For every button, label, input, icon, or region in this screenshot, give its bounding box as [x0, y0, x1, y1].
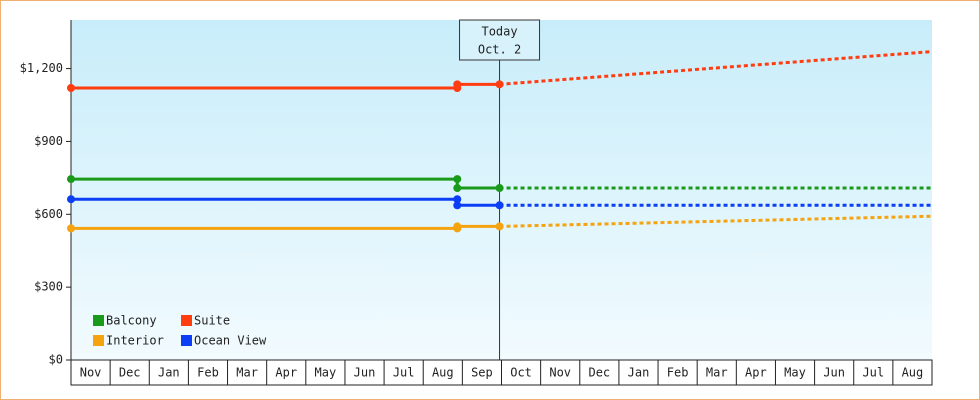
x-tick-label: May	[784, 366, 806, 380]
legend-label: Balcony	[106, 314, 157, 328]
x-tick-label: Jul	[862, 366, 884, 380]
price-point	[453, 175, 462, 184]
y-tick-label: $300	[34, 280, 63, 294]
x-tick-label: Jul	[393, 366, 415, 380]
x-tick-label: Feb	[667, 366, 689, 380]
today-box	[459, 19, 541, 61]
price-point	[453, 184, 462, 193]
price-point	[495, 80, 504, 89]
legend-swatch	[93, 335, 104, 346]
x-tick-label: Nov	[549, 366, 571, 380]
legend-swatch	[93, 315, 104, 326]
price-line	[71, 177, 500, 190]
legend-label: Interior	[106, 334, 164, 348]
price-point	[453, 195, 462, 204]
x-tick-label: Nov	[80, 366, 102, 380]
x-tick-label: Jun	[354, 366, 376, 380]
x-tick-label: Sep	[471, 366, 493, 380]
x-tick-label: Apr	[745, 366, 767, 380]
legend-label: Ocean View	[194, 334, 267, 348]
price-point	[495, 222, 504, 231]
y-tick-label: $0	[49, 353, 63, 367]
x-tick-label: Oct	[510, 366, 532, 380]
y-tick-label: $1,200	[20, 61, 63, 75]
price-point	[495, 201, 504, 210]
y-tick-label: $600	[34, 207, 63, 221]
projection-line	[499, 50, 933, 86]
x-tick-label: Dec	[588, 366, 610, 380]
x-tick-label: Mar	[706, 366, 728, 380]
x-tick-label: Apr	[275, 366, 297, 380]
x-tick-label: Jan	[628, 366, 650, 380]
price-point	[495, 184, 504, 193]
projection-line	[499, 214, 933, 228]
price-point	[453, 222, 462, 231]
x-tick-label: Jan	[158, 366, 180, 380]
y-tick-label: $900	[34, 134, 63, 148]
price-point	[453, 80, 462, 89]
price-point	[67, 84, 75, 92]
today-label: Today	[481, 25, 517, 39]
price-point	[67, 195, 75, 204]
price-point	[67, 224, 75, 233]
legend-swatch	[181, 335, 192, 346]
today-date: Oct. 2	[478, 43, 521, 57]
x-tick-label: May	[315, 366, 337, 380]
price-point	[67, 175, 75, 184]
x-tick-label: Feb	[197, 366, 219, 380]
x-tick-label: Aug	[902, 366, 924, 380]
x-tick-label: Mar	[236, 366, 258, 380]
legend-label: Suite	[194, 314, 230, 328]
price-point	[453, 201, 462, 210]
x-tick-label: Dec	[119, 366, 141, 380]
x-tick-label: Aug	[432, 366, 454, 380]
x-tick-label: Jun	[823, 366, 845, 380]
legend-swatch	[181, 315, 192, 326]
